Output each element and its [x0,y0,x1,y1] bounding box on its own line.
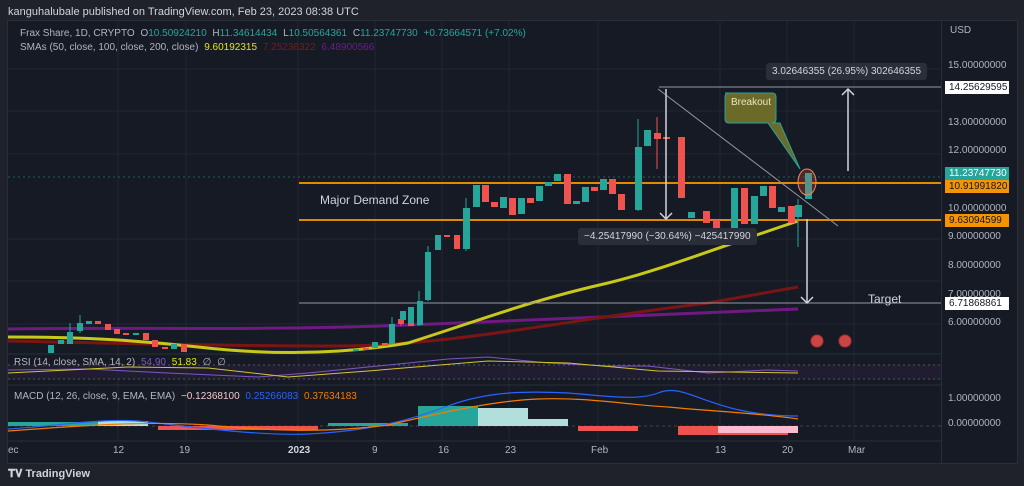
demand-zone-label: Major Demand Zone [320,193,430,207]
target-high-tag: 14.25629595 [945,81,1009,94]
tv-logo-icon: 𝐓𝐕 [8,468,26,480]
support-tag: 9.63094599 [945,214,1009,227]
rsi-legend[interactable]: RSI (14, close, SMA, 14, 2) 54.90 51.83 … [14,357,226,368]
down-measure-label: −4.25417990 (−30.64%) −425417990 [578,228,757,245]
time-tick: 9 [372,445,378,456]
last-price-tag: 11.23747730 [945,167,1009,180]
close-value: 11.23747730 [360,28,418,39]
time-tick: 19 [179,445,191,456]
target-label: Target [868,292,902,306]
macd-tick: 0.00000000 [948,418,1001,429]
target-low-tag: 6.71868861 [945,297,1009,310]
candles [48,117,812,353]
time-tick: Mar [848,445,866,456]
rsi-value: 54.90 [140,357,166,368]
sma200-value: 6.48900566 [321,42,375,53]
symbol-title: Frax Share, 1D, CRYPTO [20,28,135,39]
signal-value: 0.37634183 [304,391,357,402]
time-tick: Feb [591,445,609,456]
time-tick: 23 [505,445,517,456]
up-measure-label: 3.02646355 (26.95%) 302646355 [766,63,928,80]
macd-legend[interactable]: MACD (12, 26, close, 9, EMA, EMA) −0.123… [14,391,357,402]
macd-value: 0.25266083 [245,391,299,402]
breakout-label: Breakout [730,97,772,108]
low-value: 10.50564361 [288,28,348,39]
sma-legend[interactable]: SMAs (50, close, 100, close, 200, close)… [20,42,377,53]
price-axis[interactable]: USD 15.00000000 13.00000000 12.00000000 … [941,20,1018,464]
time-tick: 12 [113,445,125,456]
symbol-legend[interactable]: Frax Share, 1D, CRYPTO O10.50924210 H11.… [20,28,526,39]
time-tick: ec [8,445,19,456]
time-tick: 16 [438,445,450,456]
resistance-tag: 10.91991820 [945,180,1009,193]
macd-tick: 1.00000000 [948,393,1001,404]
high-value: 11.34614434 [219,28,278,39]
time-tick: 2023 [288,445,311,456]
publisher-line: kanguhalubale published on TradingView.c… [8,6,359,18]
sma-label: SMAs (50, close, 100, close, 200, close) [20,42,199,53]
currency-label: USD [950,25,972,36]
time-tick: 13 [715,445,727,456]
rsi-sma-value: 51.83 [171,357,197,368]
tradingview-logo[interactable]: 𝐓𝐕 TradingView [8,468,91,480]
open-value: 10.50924210 [148,28,207,39]
sma50-value: 9.60192315 [204,42,258,53]
change-value: +0.73664571 (+7.02%) [423,28,526,39]
macd-hist-value: −0.12368100 [180,391,240,402]
chart-pane[interactable]: Frax Share, 1D, CRYPTO O10.50924210 H11.… [7,20,942,464]
time-tick: 20 [782,445,794,456]
sma100-value: 7.25236322 [262,42,316,53]
